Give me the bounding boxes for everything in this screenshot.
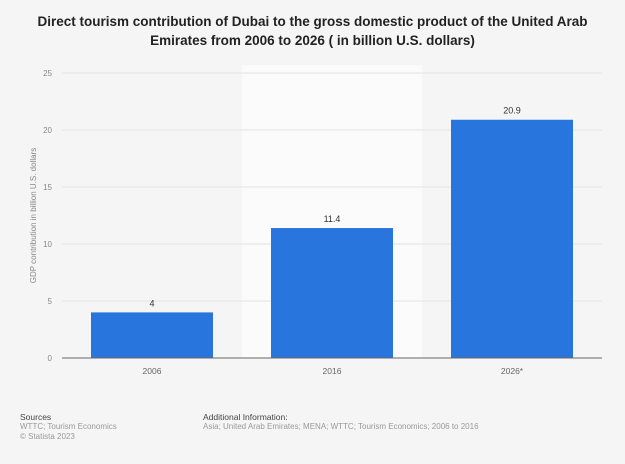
y-tick-label: 15	[43, 183, 52, 192]
bar-chart: 0 5 10 15 20 25 4 2006 11.4 2016 20.9 2026* GDP cont…	[29, 69, 602, 376]
additional-info: Additional Information: Asia; United Ara…	[203, 412, 479, 432]
sources: Sources WTTC; Tourism Economics © Statis…	[20, 412, 117, 442]
bar	[91, 312, 213, 358]
sources-text: WTTC; Tourism Economics	[20, 422, 117, 431]
bar	[451, 119, 573, 359]
x-tick-label: 2006	[143, 366, 162, 376]
data-label: 4	[149, 298, 154, 308]
y-tick-label: 25	[43, 69, 52, 78]
sources-label: Sources	[20, 412, 52, 422]
y-axis-label: GDP contribution in billion U.S. dollars	[29, 148, 38, 283]
y-tick-label: 5	[48, 297, 53, 306]
additional-label: Additional Information:	[203, 412, 288, 422]
x-tick-label: 2026*	[501, 366, 524, 376]
x-tick-label: 2016	[323, 366, 342, 376]
y-tick-label: 10	[43, 240, 52, 249]
copyright: © Statista 2023	[20, 432, 75, 441]
y-tick-label: 20	[43, 126, 52, 135]
y-tick-label: 0	[48, 354, 53, 363]
additional-text: Asia; United Arab Emirates; MENA; WTTC; …	[203, 422, 479, 431]
chart-title: Direct tourism contribution of Dubai to …	[37, 14, 588, 48]
data-label: 11.4	[324, 214, 341, 224]
data-label: 20.9	[503, 106, 521, 116]
bar	[271, 228, 393, 358]
